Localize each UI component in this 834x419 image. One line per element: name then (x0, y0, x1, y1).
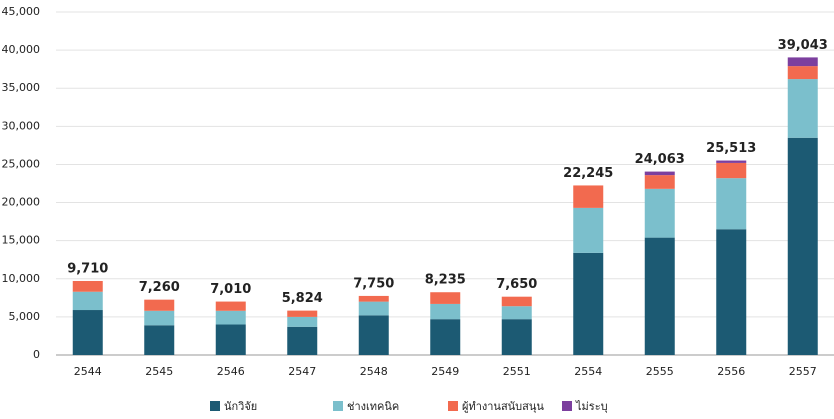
total-label: 39,043 (778, 38, 828, 53)
legend-label: ช่างเทคนิค (347, 400, 399, 413)
bar-segment (716, 162, 747, 179)
bar-segment (501, 296, 532, 307)
legend-swatch (562, 401, 572, 411)
total-label: 22,245 (563, 166, 613, 181)
x-tick-label: 2554 (574, 365, 602, 378)
bar-segment (215, 310, 246, 325)
bar-segment (787, 137, 818, 355)
x-tick-label: 2548 (360, 365, 388, 378)
bar-segment (501, 319, 532, 355)
bar-segment (287, 326, 318, 355)
bar-segment (716, 229, 747, 355)
legend-swatch (210, 401, 220, 411)
legend-label: ผู้ทำงานสนับสนุน (462, 400, 544, 413)
bar-segment (72, 310, 103, 355)
bar-segment (573, 185, 604, 208)
y-tick-label: 35,000 (2, 81, 41, 94)
x-tick-label: 2557 (789, 365, 817, 378)
y-tick-label: 15,000 (2, 234, 41, 247)
bar-segment (644, 237, 675, 355)
legend-swatch (333, 401, 343, 411)
x-tick-label: 2546 (217, 365, 245, 378)
bar-segment (573, 207, 604, 253)
y-tick-label: 45,000 (2, 5, 41, 18)
bar-segment (501, 306, 532, 320)
bar-segment (215, 324, 246, 355)
bar-segment (430, 303, 461, 320)
y-tick-label: 10,000 (2, 272, 41, 285)
total-label: 5,824 (282, 291, 323, 306)
legend-label: นักวิจัย (224, 400, 257, 413)
bar-segment (716, 160, 747, 163)
total-label: 7,260 (139, 280, 180, 295)
bar-segment (644, 171, 675, 176)
total-label: 24,063 (635, 152, 685, 167)
bar-segment (72, 280, 103, 292)
x-tick-label: 2544 (74, 365, 102, 378)
bar-segment (215, 301, 246, 311)
bar-segment (144, 310, 175, 326)
bar-segment (287, 310, 318, 317)
y-tick-label: 20,000 (2, 196, 41, 209)
bar-segment (430, 319, 461, 355)
bar-segment (358, 295, 389, 302)
bar-segment (358, 301, 389, 316)
bar-segment (787, 79, 818, 138)
bar-segment (716, 178, 747, 230)
y-tick-label: 0 (33, 348, 40, 361)
total-label: 7,650 (496, 277, 537, 292)
y-tick-label: 40,000 (2, 43, 41, 56)
bar-segment (287, 316, 318, 327)
y-tick-label: 25,000 (2, 157, 41, 170)
bar-segment (430, 292, 461, 304)
x-tick-label: 2547 (288, 365, 316, 378)
bar-segment (644, 188, 675, 238)
x-tick-label: 2545 (145, 365, 173, 378)
x-tick-label: 2555 (646, 365, 674, 378)
bar-segment (787, 57, 818, 67)
total-label: 8,235 (425, 273, 466, 288)
y-tick-label: 5,000 (9, 310, 41, 323)
bar-segment (358, 315, 389, 355)
total-label: 7,750 (353, 276, 394, 291)
x-tick-label: 2549 (431, 365, 459, 378)
bar-segment (144, 299, 175, 311)
bar-segment (144, 325, 175, 355)
y-tick-label: 30,000 (2, 119, 41, 132)
total-label: 9,710 (67, 261, 108, 276)
bar-segment (72, 291, 103, 311)
legend-swatch (448, 401, 458, 411)
x-tick-label: 2551 (503, 365, 531, 378)
total-label: 7,010 (210, 282, 251, 297)
total-label: 25,513 (706, 141, 756, 156)
bar-segment (573, 252, 604, 355)
legend-label: ไม่ระบุ (575, 400, 608, 413)
bar-segment (644, 175, 675, 189)
x-tick-label: 2556 (717, 365, 745, 378)
bar-segment (787, 66, 818, 80)
